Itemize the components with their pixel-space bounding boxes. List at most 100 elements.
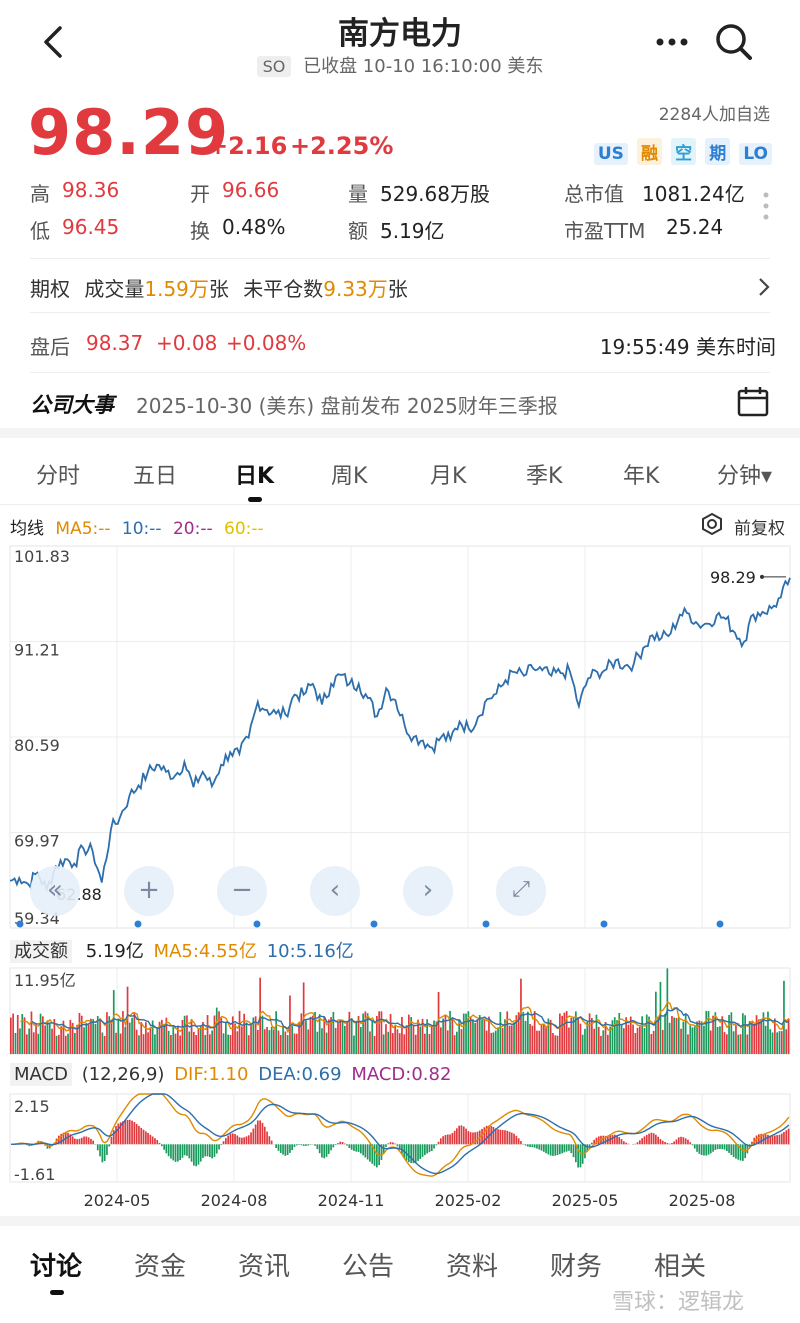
volume-bar [161,1019,163,1054]
event-text[interactable]: 2025-10-30 (美东) 盘前发布 2025财年三季报 [136,394,558,418]
macd-bar [481,1128,483,1145]
macd-bar [737,1144,740,1160]
macd-bar [339,1141,342,1145]
tab-daily-k[interactable]: 日K [235,464,275,489]
macd-bar [758,1134,760,1145]
macd-bar [435,1144,438,1146]
volume-bar [220,1018,223,1054]
scroll-left-button[interactable]: « [30,866,80,916]
volume-bar [597,1026,600,1054]
back-icon[interactable] [36,22,72,62]
volume-bar [508,1025,511,1054]
macd-bar [145,1131,147,1145]
macd-bar [394,1143,396,1145]
macd-bar [410,1144,412,1163]
fullscreen-button[interactable]: ⤢ [496,866,546,916]
amount-label: 额 [348,219,368,243]
macd-bar [595,1137,598,1145]
expand-stats-icon[interactable] [760,190,772,224]
volume-bar [703,1025,705,1054]
tab-intraday[interactable]: 分时 [36,464,81,489]
zoom-in-button[interactable]: + [124,866,174,916]
tab-minute[interactable]: 分钟▾ [717,464,773,489]
volume-bar [67,1033,69,1054]
high-label: 高 [30,182,50,206]
tab-quarterly-k[interactable]: 季K [526,464,563,489]
chevron-right-icon[interactable] [756,276,772,298]
volume-bar [517,1012,520,1054]
macd-bar [140,1127,143,1145]
tab-announcements[interactable]: 公告 [342,1252,395,1282]
macd-bar [625,1142,627,1145]
zoom-out-button[interactable]: − [217,866,267,916]
macd-dif-line [11,1093,790,1177]
prev-button[interactable]: ‹ [310,866,360,916]
volume-bar [559,1013,561,1054]
tab-related[interactable]: 相关 [654,1252,707,1282]
tab-news[interactable]: 资讯 [238,1252,291,1282]
macd-bar [559,1144,561,1155]
macd-bar [504,1130,506,1145]
volume-bar [636,1027,639,1054]
settings-icon[interactable] [700,512,724,536]
volume-bar [611,1020,614,1054]
volume-bar [243,1013,245,1054]
macd-bar [593,1139,595,1145]
next-button[interactable]: › [403,866,453,916]
volume-bar [577,1017,579,1054]
tab-5day[interactable]: 五日 [133,464,178,489]
volume-bar [234,1023,236,1054]
volume-chart-label[interactable]: 成交额 [10,940,72,963]
volume-bar [554,1035,557,1054]
options-row[interactable]: 期权 成交量1.59万张 未平仓数9.33万张 [30,273,772,302]
tab-monthly-k[interactable]: 月K [430,464,467,489]
volume-bar [334,1027,337,1054]
macd-chart-label[interactable]: MACD [10,1063,72,1086]
adjust-mode[interactable]: 前复权 [734,519,785,539]
page-title: 南方电力 [338,16,462,52]
volume-bar [538,1030,541,1054]
macd-bar [442,1136,444,1145]
macd-bar [412,1144,415,1164]
amount-value: 5.19亿 [380,219,445,243]
volume-bar [748,1021,751,1054]
price-line [9,577,791,894]
macd-chart[interactable]: 2.15 -1.61 2024-05 2024-08 2024-11 2025-02 202… [0,1090,800,1218]
macd-bar [238,1137,241,1145]
volume-bar [149,1027,152,1054]
volume-bar [737,1034,740,1054]
tab-yearly-k[interactable]: 年K [623,464,660,489]
macd-bar [234,1134,236,1145]
low-value: 96.45 [62,215,120,239]
volume-bar [250,1024,252,1054]
calendar-icon[interactable] [736,384,770,418]
macd-bar [186,1144,188,1156]
volume-bar [53,1019,56,1054]
macd-bar [437,1141,440,1145]
volume-bar [147,1032,149,1054]
volume-bar [515,1015,518,1054]
macd-bar [723,1144,726,1150]
macd-bar [494,1128,497,1145]
tab-discussion[interactable]: 讨论 [30,1252,83,1282]
tab-profile[interactable]: 资料 [446,1252,499,1282]
volume-bar [311,1015,314,1054]
tab-weekly-k[interactable]: 周K [331,464,368,489]
volume-chart[interactable]: 11.95亿 [0,964,800,1058]
volume-bar [600,1035,602,1054]
tab-funds[interactable]: 资金 [134,1252,187,1282]
tab-financials[interactable]: 财务 [550,1252,603,1282]
macd-bar [83,1136,85,1145]
macd-bar [131,1120,133,1145]
search-icon[interactable] [712,20,756,64]
volume-bar [392,1033,394,1054]
more-icon[interactable] [652,30,692,54]
macd-bar [382,1144,385,1154]
macd-value: MACD:0.82 [351,1064,452,1085]
macd-bar [135,1123,138,1145]
macd-bar [691,1144,694,1146]
volume-bar [639,1026,641,1054]
volume-bar [714,1012,717,1054]
macd-bar [490,1126,493,1145]
